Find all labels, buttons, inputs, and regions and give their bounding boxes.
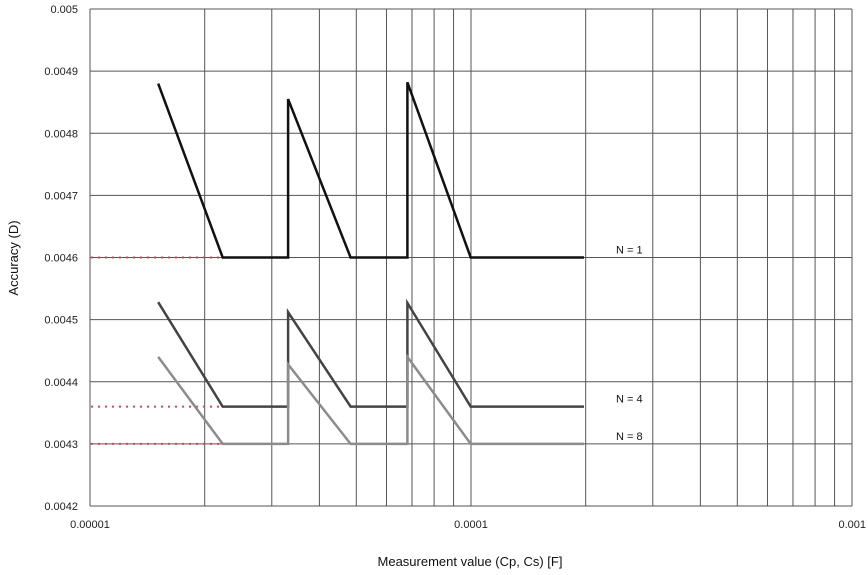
series-label: N = 8 [616, 431, 643, 443]
series-line [158, 82, 584, 257]
x-tick-label: 0.0001 [454, 519, 488, 531]
y-tick-label: 0.0044 [44, 377, 78, 389]
x-tick-labels: 0.00001 0.0001 0.001 [70, 519, 866, 531]
series-label: N = 4 [616, 394, 643, 406]
y-tick-label: 0.0048 [44, 128, 78, 140]
x-tick-label: 0.001 [838, 519, 866, 531]
y-tick-label: 0.005 [50, 4, 78, 16]
y-tick-label: 0.0049 [44, 66, 78, 78]
y-tick-label: 0.0047 [44, 190, 78, 202]
series-group [158, 82, 584, 444]
x-axis-title: Measurement value (Cp, Cs) [F] [378, 554, 563, 569]
series-line [158, 357, 584, 444]
y-tick-label: 0.0043 [44, 439, 78, 451]
y-axis-title: Accuracy (D) [6, 220, 21, 295]
y-tick-labels: 0.0042 0.0043 0.0044 0.0045 0.0046 0.0047 0.00… [44, 4, 78, 513]
series-line [158, 302, 584, 406]
y-tick-label: 0.0046 [44, 253, 78, 265]
x-tick-label: 0.00001 [70, 519, 110, 531]
series-label: N = 1 [616, 245, 643, 257]
y-tick-label: 0.0042 [44, 501, 78, 513]
series-labels: N = 1 N = 4 N = 8 [616, 245, 643, 443]
y-tick-label: 0.0045 [44, 315, 78, 327]
